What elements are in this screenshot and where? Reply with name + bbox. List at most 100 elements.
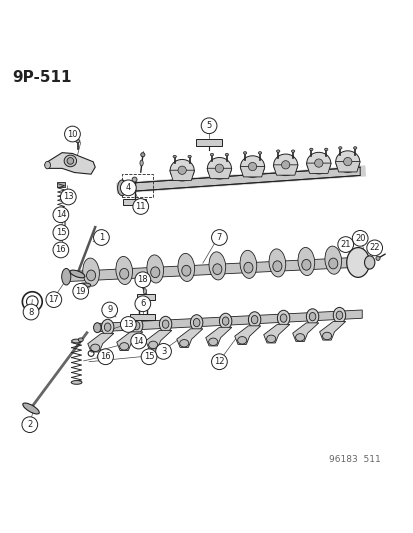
Circle shape	[201, 118, 216, 134]
Circle shape	[351, 230, 367, 246]
Ellipse shape	[150, 267, 159, 278]
Polygon shape	[97, 310, 361, 332]
Ellipse shape	[248, 163, 256, 171]
Ellipse shape	[343, 157, 351, 166]
Polygon shape	[122, 167, 359, 192]
Polygon shape	[319, 321, 345, 340]
Circle shape	[23, 304, 39, 320]
Ellipse shape	[324, 148, 327, 151]
Ellipse shape	[291, 150, 294, 152]
Text: 96183  511: 96183 511	[328, 455, 380, 464]
Ellipse shape	[190, 314, 202, 330]
Ellipse shape	[273, 154, 297, 175]
Ellipse shape	[209, 252, 225, 280]
Ellipse shape	[104, 323, 111, 332]
Ellipse shape	[248, 312, 260, 327]
Polygon shape	[306, 163, 330, 173]
Ellipse shape	[335, 151, 359, 172]
Polygon shape	[145, 330, 171, 349]
Text: 13: 13	[63, 192, 74, 201]
Ellipse shape	[133, 321, 140, 330]
Circle shape	[141, 349, 157, 365]
Ellipse shape	[130, 318, 142, 334]
Polygon shape	[88, 333, 114, 352]
Ellipse shape	[81, 283, 90, 287]
Text: 11: 11	[135, 202, 146, 211]
Circle shape	[64, 126, 80, 142]
Circle shape	[366, 240, 382, 256]
Text: 15: 15	[55, 228, 66, 237]
Polygon shape	[234, 326, 260, 344]
Circle shape	[60, 189, 76, 205]
Circle shape	[120, 317, 136, 333]
Ellipse shape	[240, 251, 256, 278]
Circle shape	[337, 237, 353, 253]
Ellipse shape	[266, 335, 275, 343]
Ellipse shape	[210, 154, 213, 156]
Text: 7: 7	[216, 233, 221, 242]
Ellipse shape	[178, 166, 186, 174]
Bar	[195, 139, 222, 146]
Ellipse shape	[70, 270, 85, 278]
Ellipse shape	[306, 309, 318, 325]
Circle shape	[131, 333, 146, 349]
Ellipse shape	[309, 148, 312, 151]
Text: 10: 10	[67, 130, 78, 139]
Circle shape	[53, 242, 69, 258]
Circle shape	[155, 343, 171, 359]
Ellipse shape	[258, 152, 261, 154]
Polygon shape	[176, 329, 202, 348]
Circle shape	[53, 225, 69, 240]
Ellipse shape	[71, 339, 81, 343]
Text: 9: 9	[107, 305, 112, 314]
Ellipse shape	[78, 338, 83, 342]
Ellipse shape	[71, 381, 82, 384]
Ellipse shape	[277, 310, 289, 326]
Polygon shape	[116, 332, 142, 351]
Ellipse shape	[67, 158, 74, 164]
Text: 8: 8	[28, 308, 33, 317]
Ellipse shape	[86, 270, 95, 281]
Ellipse shape	[138, 281, 142, 285]
Ellipse shape	[276, 150, 279, 152]
Circle shape	[102, 302, 117, 318]
Bar	[123, 199, 146, 205]
Ellipse shape	[173, 155, 176, 158]
Ellipse shape	[225, 154, 228, 156]
Ellipse shape	[62, 269, 71, 285]
Ellipse shape	[145, 301, 149, 304]
Text: 15: 15	[143, 352, 154, 361]
Ellipse shape	[178, 253, 194, 281]
Ellipse shape	[309, 312, 315, 321]
Ellipse shape	[93, 322, 101, 333]
Ellipse shape	[208, 338, 217, 345]
Ellipse shape	[306, 152, 330, 174]
Ellipse shape	[338, 147, 341, 149]
Text: 16: 16	[100, 352, 111, 361]
Ellipse shape	[237, 337, 246, 344]
Ellipse shape	[268, 249, 285, 277]
Ellipse shape	[212, 264, 221, 274]
Text: 1: 1	[99, 233, 104, 242]
Ellipse shape	[314, 159, 322, 167]
Ellipse shape	[101, 319, 114, 335]
Ellipse shape	[90, 344, 100, 352]
Ellipse shape	[346, 247, 368, 277]
Ellipse shape	[281, 160, 289, 169]
Ellipse shape	[324, 246, 341, 274]
Ellipse shape	[353, 147, 356, 149]
Ellipse shape	[162, 320, 169, 328]
Text: 16: 16	[55, 245, 66, 254]
Ellipse shape	[45, 161, 50, 169]
Polygon shape	[45, 152, 95, 174]
Text: 14: 14	[55, 210, 66, 219]
Ellipse shape	[219, 313, 231, 329]
Circle shape	[211, 230, 227, 245]
Ellipse shape	[240, 156, 264, 177]
Ellipse shape	[136, 301, 140, 304]
Ellipse shape	[83, 258, 99, 286]
Ellipse shape	[179, 340, 188, 347]
Ellipse shape	[140, 160, 143, 166]
Ellipse shape	[140, 152, 145, 157]
Ellipse shape	[332, 308, 345, 323]
